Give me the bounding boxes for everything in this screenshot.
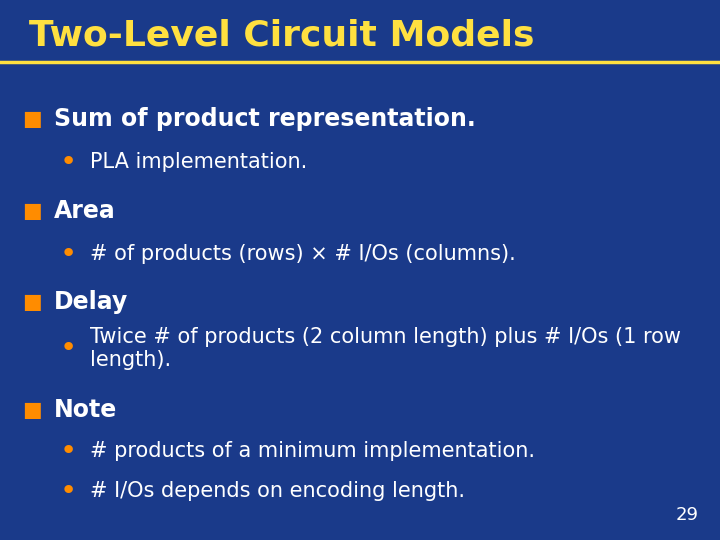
Text: # I/Os depends on encoding length.: # I/Os depends on encoding length.: [90, 481, 465, 502]
Text: Two-Level Circuit Models: Two-Level Circuit Models: [29, 18, 534, 52]
Text: Note: Note: [54, 399, 117, 422]
Text: •: •: [60, 477, 77, 505]
Text: # products of a minimum implementation.: # products of a minimum implementation.: [90, 441, 535, 461]
Text: Sum of product representation.: Sum of product representation.: [54, 107, 476, 131]
Text: •: •: [60, 148, 77, 176]
Text: ■: ■: [22, 200, 42, 221]
Text: Delay: Delay: [54, 291, 128, 314]
Text: Area: Area: [54, 199, 116, 222]
Text: # of products (rows) × # I/Os (columns).: # of products (rows) × # I/Os (columns).: [90, 244, 516, 264]
Text: •: •: [60, 240, 77, 268]
Text: •: •: [60, 437, 77, 465]
Text: PLA implementation.: PLA implementation.: [90, 152, 307, 172]
Text: Twice # of products (2 column length) plus # I/Os (1 row
length).: Twice # of products (2 column length) pl…: [90, 327, 681, 370]
Text: ■: ■: [22, 292, 42, 313]
Text: ■: ■: [22, 400, 42, 421]
Text: ■: ■: [22, 109, 42, 129]
Text: •: •: [60, 334, 77, 362]
Text: 29: 29: [675, 506, 698, 524]
